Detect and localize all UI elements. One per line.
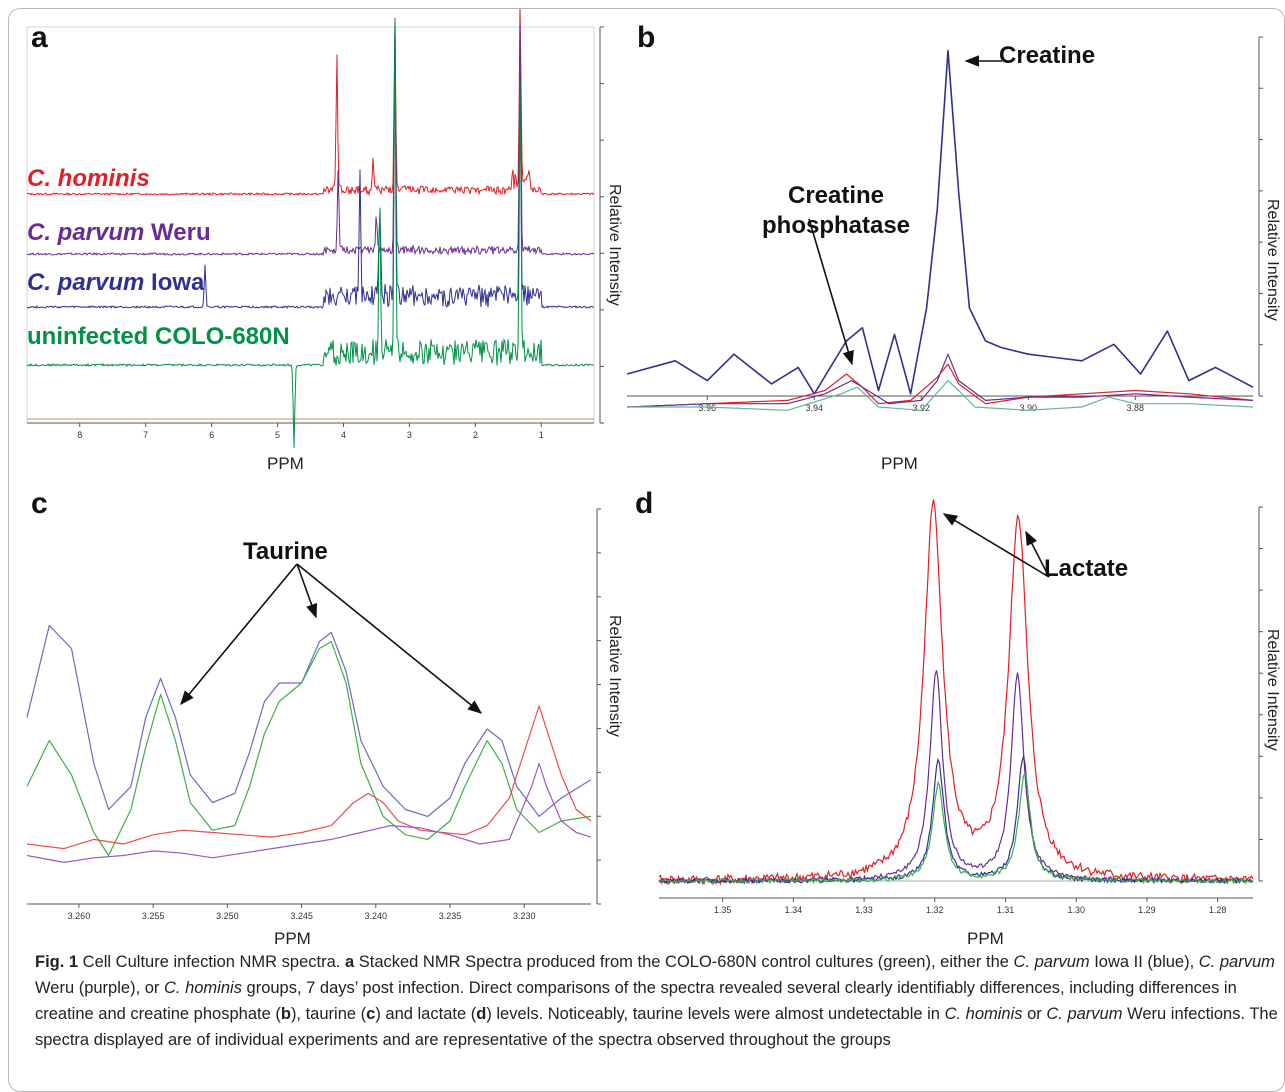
panel-d-letter: d <box>635 487 654 520</box>
panel-d-x-tick-label: 1.31 <box>997 905 1015 915</box>
panel-c-x-tick-label: 3.235 <box>439 911 462 921</box>
figure-frame: 8 7 6 5 4 3 2 1 3.96 3.94 3.92 3.90 3.88 3.260 3.255 3.… <box>8 8 1285 1092</box>
panel-a-series-0 <box>26 9 595 197</box>
panel-a-series-1 <box>26 21 595 257</box>
panel-d-lactate-arrow-2 <box>1025 530 1050 578</box>
panel-d-lactate-arrow-1 <box>942 513 1050 578</box>
annotation-taurine: Taurine <box>243 538 328 565</box>
panel-a-ylabel: Relative Intensity <box>606 184 623 306</box>
panel-c-x-tick-label: 3.260 <box>68 911 91 921</box>
panel-a-x-tick-label: 7 <box>143 430 148 440</box>
panel-c-x-tick-label: 3.240 <box>365 911 388 921</box>
panel-a-x-tick-label: 8 <box>77 430 82 440</box>
panel-c-x-tick-label: 3.255 <box>142 911 165 921</box>
group-label-uninfected: uninfected COLO-680N <box>27 323 290 350</box>
figure-caption: Fig. 1 Cell Culture infection NMR spectr… <box>35 953 1278 1049</box>
panel-c-series-3 <box>26 762 592 863</box>
panel-d-ylabel: Relative Intensity <box>1264 629 1281 751</box>
panel-a-series-2 <box>27 19 595 310</box>
panel-a-x-tick-label: 5 <box>275 430 280 440</box>
panel-c-taurine-arrow-2 <box>296 563 318 619</box>
panel-b-series-3 <box>627 380 1254 411</box>
panel-c-taurine-arrow-1 <box>180 563 298 706</box>
panel-c-letter: c <box>31 487 48 520</box>
panel-c-xlabel: PPM <box>274 929 311 948</box>
panel-a-xlabel: PPM <box>267 454 304 473</box>
panel-d-xlabel: PPM <box>967 929 1004 948</box>
panel-b-x-tick-label: 3.92 <box>913 403 931 413</box>
panel-b-series-1 <box>626 363 1254 408</box>
panel-b-letter: b <box>637 21 656 54</box>
panel-b-x-tick-label: 3.96 <box>698 403 716 413</box>
panel-b-x-tick-label: 3.90 <box>1020 403 1038 413</box>
panel-b-xlabel: PPM <box>881 454 918 473</box>
panel-c-series-2 <box>26 705 592 850</box>
panel-b-ylabel: Relative Intensity <box>1264 199 1281 321</box>
panel-d-x-tick-label: 1.29 <box>1138 905 1156 915</box>
panel-a-x-tick-label: 6 <box>209 430 214 440</box>
group-label-c-parvum-iowa: C. parvum Iowa <box>27 269 205 296</box>
panel-c-taurine-arrow-3 <box>296 563 483 714</box>
panel-d-x-tick-label: 1.35 <box>714 905 732 915</box>
panel-c-series-0 <box>26 624 592 817</box>
panel-d-series-3 <box>658 771 1254 885</box>
panel-a-x-tick-label: 2 <box>473 430 478 440</box>
panel-a-x-tick-label: 1 <box>539 430 544 440</box>
annotation-creatine-phosphatase: Creatine phosphatase <box>762 182 911 239</box>
panel-d-series-0 <box>658 499 1254 886</box>
group-label-c-parvum-weru: C. parvum Weru <box>27 219 211 246</box>
annotation-creatine: Creatine <box>999 42 1096 69</box>
panel-a-plot-area <box>26 26 595 424</box>
panel-c-x-tick-label: 3.245 <box>290 911 313 921</box>
group-label-c-hominis: C. hominis <box>27 165 150 192</box>
figure-plots: 8 7 6 5 4 3 2 1 3.96 3.94 3.92 3.90 3.88 3.260 3.255 3.… <box>26 9 1263 921</box>
panel-a-letter: a <box>31 21 48 54</box>
panel-b-series-0 <box>626 49 1254 395</box>
panel-b-phosphatase-arrow <box>808 218 854 366</box>
panel-d-x-tick-label: 1.28 <box>1209 905 1227 915</box>
panel-d-x-tick-label: 1.32 <box>926 905 944 915</box>
panel-a-series-3 <box>26 20 595 449</box>
panel-b-x-tick-label: 3.94 <box>805 403 823 413</box>
panel-d-x-tick-label: 1.34 <box>785 905 803 915</box>
panel-d-series-2 <box>658 754 1253 885</box>
annotation-lactate: Lactate <box>1044 555 1129 582</box>
panel-a-x-tick-label: 3 <box>407 430 412 440</box>
panel-c-ylabel: Relative Intensity <box>606 615 623 737</box>
panel-a-x-tick-label: 4 <box>341 430 346 440</box>
panel-d-series-1 <box>658 670 1254 884</box>
panel-b-series-2 <box>626 353 1254 408</box>
panel-b-x-tick-label: 3.88 <box>1127 403 1145 413</box>
panel-d-x-tick-label: 1.33 <box>855 905 873 915</box>
panel-c-x-tick-label: 3.230 <box>513 911 536 921</box>
panel-c-x-tick-label: 3.250 <box>216 911 239 921</box>
panel-c-series-1 <box>26 641 592 857</box>
panel-d-x-tick-label: 1.30 <box>1067 905 1085 915</box>
